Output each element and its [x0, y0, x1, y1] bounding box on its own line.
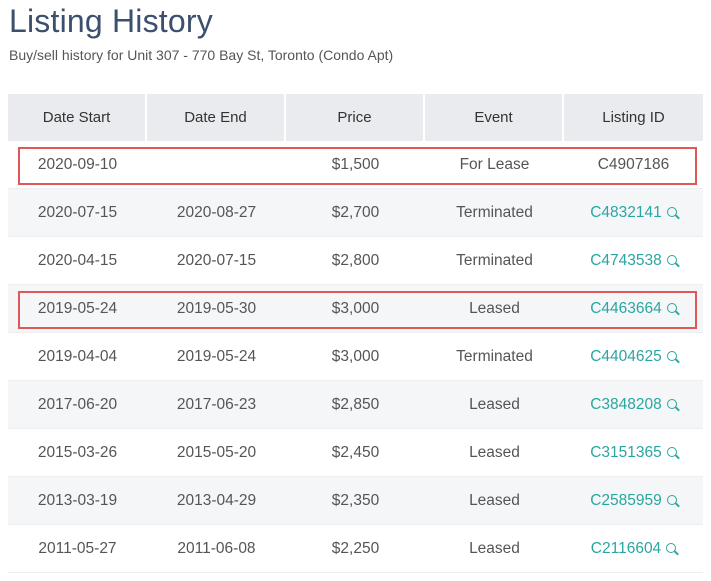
cell-price: $2,700 — [331, 203, 380, 221]
search-icon[interactable] — [666, 350, 677, 361]
cell-event: Leased — [469, 299, 520, 317]
listing-id-link[interactable]: C4832141 — [590, 204, 677, 222]
listing-id-text: C4832141 — [590, 203, 662, 221]
cell-date-end: 2017-06-23 — [176, 395, 257, 413]
search-icon[interactable] — [666, 494, 677, 505]
cell-event: Terminated — [456, 347, 533, 365]
table-row: 2019-04-04 2019-05-24 $3,000 Terminated C440… — [8, 333, 703, 381]
cell-price: $2,850 — [331, 395, 380, 413]
cell-listing-id: C2585959 — [564, 477, 703, 524]
page-subtitle: Buy/sell history for Unit 307 - 770 Bay … — [9, 47, 394, 63]
listing-id-text: C4463664 — [590, 299, 662, 317]
cell-price: $2,350 — [331, 491, 380, 509]
cell-date-start: 2015-03-26 — [37, 443, 118, 461]
search-icon[interactable] — [666, 254, 677, 265]
listing-id-text: C4404625 — [590, 347, 662, 365]
cell-listing-id: C2116604 — [564, 525, 703, 572]
listing-id-text: C4907186 — [597, 155, 670, 173]
cell-price: $1,500 — [331, 155, 380, 173]
column-header-event: Event — [425, 94, 564, 141]
cell-event: Leased — [469, 443, 520, 461]
listing-id-text: C3848208 — [590, 395, 662, 413]
cell-event: Leased — [469, 491, 520, 509]
cell-listing-id: C4463664 — [564, 285, 703, 332]
listing-id-link[interactable]: C2116604 — [590, 539, 677, 558]
listing-id-link[interactable]: C4404625 — [590, 348, 677, 366]
table-row: 2011-05-27 2011-06-08 $2,250 Leased C2116604 — [8, 525, 703, 573]
cell-date-start: 2020-09-10 — [37, 155, 118, 173]
listing-id-text: C2116604 — [590, 539, 662, 557]
cell-date-start: 2019-05-24 — [37, 299, 118, 317]
cell-listing-id: C3151365 — [564, 429, 703, 476]
table-row: 2020-07-15 2020-08-27 $2,700 Terminated C483… — [8, 189, 703, 237]
cell-date-end: 2020-07-15 — [176, 251, 257, 269]
column-header-date-end: Date End — [147, 94, 286, 141]
table-row: 2015-03-26 2015-05-20 $2,450 Leased C3151365 — [8, 429, 703, 477]
cell-date-end: 2019-05-24 — [176, 347, 257, 365]
table-row: 2019-05-24 2019-05-30 $3,000 Leased C4463664 — [8, 285, 703, 333]
cell-price: $3,000 — [331, 299, 380, 317]
cell-price: $2,450 — [331, 443, 380, 461]
cell-event: Terminated — [456, 203, 533, 221]
cell-event: Leased — [469, 539, 520, 557]
cell-date-start: 2011-05-27 — [38, 539, 117, 557]
cell-date-end: 2015-05-20 — [176, 443, 257, 461]
column-header-price: Price — [286, 94, 425, 141]
cell-date-end — [147, 141, 286, 188]
listing-id-text: C2585959 — [590, 491, 662, 509]
cell-date-start: 2017-06-20 — [37, 395, 118, 413]
search-icon[interactable] — [666, 398, 677, 409]
cell-date-end: 2011-06-08 — [177, 539, 256, 557]
search-icon[interactable] — [666, 542, 677, 553]
cell-date-start: 2019-04-04 — [37, 347, 118, 365]
cell-listing-id: C4832141 — [564, 189, 703, 236]
listing-id-text: C4743538 — [590, 251, 662, 269]
cell-price: $3,000 — [331, 347, 380, 365]
cell-listing-id: C4743538 — [564, 237, 703, 284]
cell-date-start: 2020-07-15 — [37, 203, 118, 221]
listing-id-link[interactable]: C2585959 — [590, 492, 677, 510]
search-icon[interactable] — [666, 446, 677, 457]
cell-listing-id: C4404625 — [564, 333, 703, 380]
listing-id-link[interactable]: C3151365 — [590, 444, 677, 462]
listing-id-link[interactable]: C4743538 — [590, 252, 677, 270]
table-body: 2020-09-10 $1,500 For Lease C4907186 2020-07… — [8, 141, 703, 573]
cell-event: Leased — [469, 395, 520, 413]
cell-date-end: 2013-04-29 — [176, 491, 257, 509]
cell-event: Terminated — [456, 251, 533, 269]
table-row: 2020-09-10 $1,500 For Lease C4907186 — [8, 141, 703, 189]
cell-date-end: 2020-08-27 — [176, 203, 257, 221]
search-icon[interactable] — [666, 206, 677, 217]
listing-id-link[interactable]: C3848208 — [590, 396, 677, 414]
listing-id-link[interactable]: C4463664 — [590, 300, 677, 318]
cell-event: For Lease — [459, 155, 530, 173]
cell-date-start: 2020-04-15 — [37, 251, 118, 269]
listing-history-table: Date Start Date End Price Event Listing … — [8, 94, 703, 573]
cell-listing-id: C3848208 — [564, 381, 703, 428]
table-row: 2020-04-15 2020-07-15 $2,800 Terminated C474… — [8, 237, 703, 285]
search-icon[interactable] — [666, 302, 677, 313]
table-row: 2017-06-20 2017-06-23 $2,850 Leased C3848208 — [8, 381, 703, 429]
listing-id-text: C3151365 — [590, 443, 662, 461]
cell-listing-id: C4907186 — [564, 141, 703, 188]
cell-price: $2,800 — [331, 251, 380, 269]
column-header-listing-id: Listing ID — [602, 109, 665, 126]
table-row: 2013-03-19 2013-04-29 $2,350 Leased C2585959 — [8, 477, 703, 525]
column-header-date-start: Date Start — [8, 94, 147, 141]
page-title: Listing History — [9, 3, 213, 39]
cell-price: $2,250 — [331, 539, 380, 557]
table-header: Date Start Date End Price Event Listing … — [8, 94, 703, 141]
cell-date-start: 2013-03-19 — [37, 491, 118, 509]
cell-date-end: 2019-05-30 — [176, 299, 257, 317]
